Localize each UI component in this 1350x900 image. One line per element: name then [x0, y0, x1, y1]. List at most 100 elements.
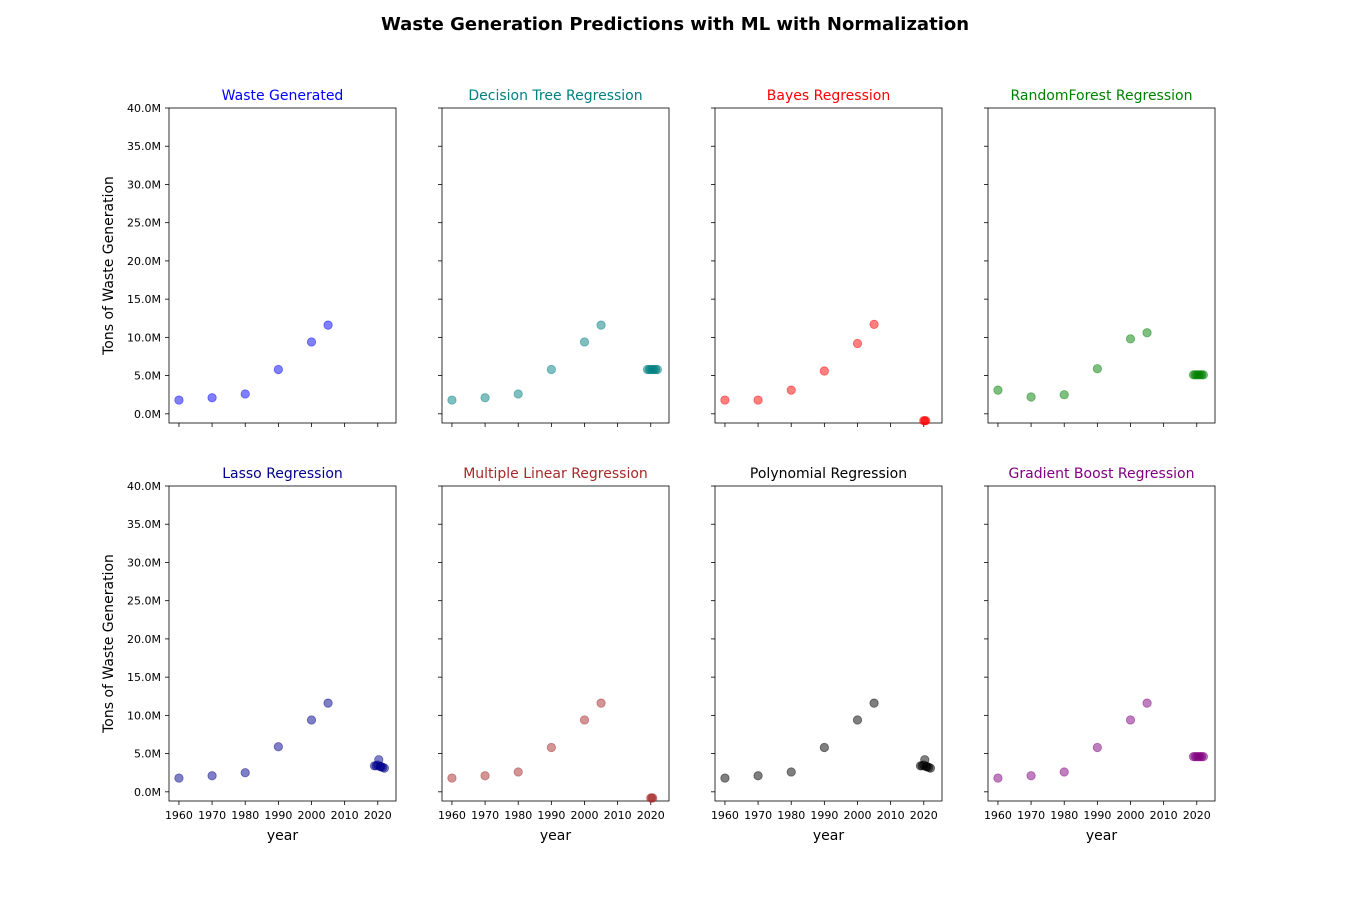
data-point: [753, 771, 763, 781]
subplot-title: Decision Tree Regression: [468, 88, 642, 104]
data-point: [869, 319, 879, 329]
y-tick-label: 5.0M: [134, 748, 161, 761]
y-axis-label: Tons of Waste Generation: [101, 176, 117, 356]
subplot-bayes-regression: Bayes Regression: [711, 88, 943, 427]
data-point: [579, 715, 590, 725]
x-axis-label: year: [267, 828, 298, 844]
data-point: [306, 337, 317, 347]
data-point: [993, 385, 1003, 395]
data-point: [596, 698, 606, 708]
data-point: [273, 364, 283, 375]
data-point: [925, 763, 936, 773]
x-tick-label: 2010: [604, 809, 632, 822]
x-axis-label: year: [1086, 828, 1117, 844]
y-tick-label: 40.0M: [127, 102, 161, 115]
plot-frame: [714, 107, 943, 424]
x-tick-label: 1980: [231, 809, 259, 822]
y-axis-label: Tons of Waste Generation: [101, 554, 117, 734]
data-point: [546, 364, 556, 375]
data-point: [852, 338, 863, 349]
data-point: [1198, 370, 1209, 380]
x-axis-label: year: [540, 828, 571, 844]
data-point: [240, 768, 250, 778]
y-tick-label: 25.0M: [127, 595, 161, 608]
data-point: [819, 742, 829, 753]
plot-frame: [441, 485, 670, 802]
subplot-gradient-boost-regression: Gradient Boost Regression 1960 1970 1980 199…: [984, 466, 1216, 844]
data-point: [652, 364, 663, 375]
y-tick-label: 20.0M: [127, 633, 161, 646]
data-point: [513, 767, 523, 777]
data-point: [786, 767, 796, 777]
data-point: [1092, 364, 1102, 374]
plot-frame: [987, 485, 1216, 802]
y-tick-label: 30.0M: [127, 556, 161, 569]
subplot-title: Lasso Regression: [222, 466, 343, 482]
data-point: [1198, 752, 1209, 762]
data-point: [306, 715, 317, 725]
subplot-decision-tree-regression: Decision Tree Regression: [438, 88, 670, 427]
plot-frame: [168, 485, 397, 802]
x-tick-label: 1970: [1017, 809, 1045, 822]
y-tick-label: 40.0M: [127, 480, 161, 493]
subplot-lasso-regression: Lasso Regression 0.0M 5.0M 10.0M 15.0M 20.0M 2…: [101, 466, 397, 844]
y-tick-label: 15.0M: [127, 293, 161, 306]
x-tick-label: 1990: [264, 809, 292, 822]
data-point: [207, 393, 217, 403]
data-point: [174, 395, 184, 405]
data-point: [513, 389, 523, 399]
data-point: [1026, 771, 1036, 781]
x-tick-label: 2000: [1116, 809, 1144, 822]
x-tick-label: 1960: [984, 809, 1012, 822]
data-point: [273, 742, 283, 752]
subplot-title: Polynomial Regression: [750, 466, 907, 482]
y-tick-label: 30.0M: [127, 178, 161, 191]
x-tick-label: 1980: [1050, 809, 1078, 822]
x-tick-label: 2020: [910, 809, 938, 822]
y-tick-label: 10.0M: [127, 331, 161, 344]
x-tick-label: 1970: [198, 809, 226, 822]
data-point: [1142, 698, 1152, 708]
x-tick-label: 2010: [331, 809, 359, 822]
data-point: [1026, 392, 1036, 402]
x-tick-label: 1970: [744, 809, 772, 822]
subplot-title: Waste Generated: [222, 88, 344, 104]
x-tick-label: 2010: [877, 809, 905, 822]
data-point: [993, 773, 1003, 783]
data-point: [819, 366, 829, 376]
data-point: [1092, 742, 1102, 753]
x-tick-label: 2010: [1150, 809, 1178, 822]
data-point: [1125, 334, 1136, 344]
x-tick-label: 2020: [364, 809, 392, 822]
data-point: [546, 742, 556, 753]
y-tick-label: 10.0M: [127, 709, 161, 722]
x-tick-label: 1980: [777, 809, 805, 822]
x-tick-label: 1960: [438, 809, 466, 822]
subplot-title: RandomForest Regression: [1011, 88, 1193, 104]
subplot-title: Bayes Regression: [767, 88, 890, 104]
x-tick-label: 2020: [637, 809, 665, 822]
subplot-title: Gradient Boost Regression: [1009, 466, 1195, 482]
plot-frame: [987, 107, 1216, 424]
subplot-randomforest-regression: RandomForest Regression: [984, 88, 1216, 427]
data-point: [852, 715, 863, 725]
data-point: [921, 416, 931, 426]
x-tick-label: 1990: [1083, 809, 1111, 822]
data-point: [379, 763, 390, 773]
data-point: [869, 698, 879, 708]
x-tick-label: 2020: [1183, 809, 1211, 822]
plot-frame: [168, 107, 397, 424]
data-point: [786, 385, 796, 395]
plot-frame: [441, 107, 670, 424]
x-tick-label: 2000: [570, 809, 598, 822]
x-tick-label: 1980: [504, 809, 532, 822]
data-point: [579, 337, 590, 347]
data-point: [753, 395, 763, 405]
data-point: [240, 389, 250, 399]
subplot-title: Multiple Linear Regression: [463, 466, 648, 482]
y-tick-label: 20.0M: [127, 255, 161, 268]
x-tick-label: 1960: [165, 809, 193, 822]
data-point: [648, 793, 658, 803]
x-tick-label: 1990: [810, 809, 838, 822]
data-point: [720, 773, 730, 783]
